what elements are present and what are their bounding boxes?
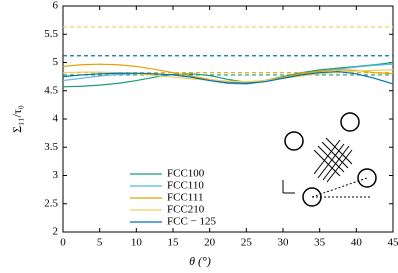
x-tick-label: 15 <box>168 237 180 249</box>
y-tick-label: 6 <box>53 0 59 12</box>
x-tick-label: 25 <box>241 237 253 249</box>
legend-label: FCC210 <box>167 204 205 216</box>
x-tick-label: 0 <box>60 237 66 249</box>
x-tick-label: 35 <box>314 237 326 249</box>
legend-label: FCC − 125 <box>167 216 216 228</box>
y-tick-label: 2 <box>53 226 59 238</box>
y-tick-label: 5.5 <box>44 28 58 40</box>
x-tick-label: 10 <box>131 237 143 249</box>
y-tick-label: 3.5 <box>44 141 58 153</box>
legend-label: FCC111 <box>167 192 203 204</box>
x-tick-label: 45 <box>388 237 398 249</box>
y-tick-label: 2.5 <box>44 197 58 209</box>
y-tick-label: 5 <box>53 56 59 68</box>
y-tick-label: 4.5 <box>44 84 58 96</box>
x-tick-label: 20 <box>204 237 216 249</box>
y-tick-label: 4 <box>53 113 59 125</box>
inset-schematic <box>282 112 377 207</box>
x-tick-label: 5 <box>97 237 103 249</box>
y-tick-label: 3 <box>53 169 59 181</box>
x-tick-label: 40 <box>351 237 363 249</box>
legend-label: FCC110 <box>167 180 204 192</box>
x-tick-label: 30 <box>278 237 290 249</box>
legend-label: FCC100 <box>167 168 205 180</box>
y-axis-label: Σ₁₁/τ₀ <box>10 105 24 133</box>
plot-frame <box>62 5 394 233</box>
series-line <box>62 61 394 88</box>
x-axis-label: θ (°) <box>189 254 211 268</box>
series-line <box>62 70 394 85</box>
